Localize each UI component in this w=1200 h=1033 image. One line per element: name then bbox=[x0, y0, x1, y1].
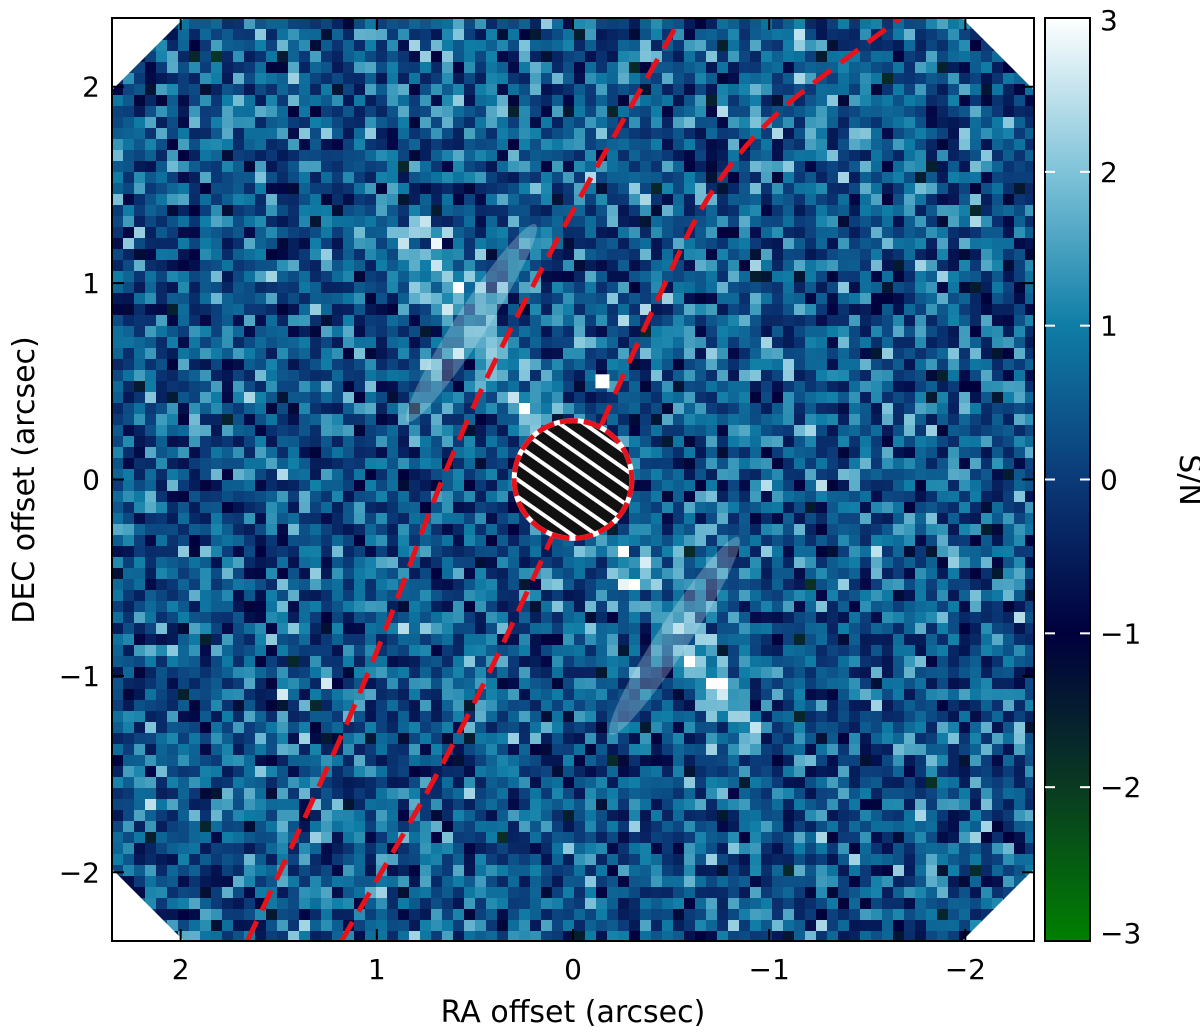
colorbar-tick-label: −2 bbox=[1100, 771, 1141, 804]
y-axis-ticks: 2 1 0 −1 −2 bbox=[59, 71, 1034, 889]
colorbar-tick-label: 2 bbox=[1100, 156, 1118, 189]
colorbar-tick-label: −1 bbox=[1100, 617, 1141, 650]
x-axis-ticks: 2 1 0 −1 −2 bbox=[172, 18, 986, 986]
fov-corners bbox=[112, 18, 1034, 941]
disk-emission bbox=[406, 223, 740, 736]
x-tick-label: −1 bbox=[749, 953, 790, 986]
noise-map bbox=[112, 18, 1034, 941]
y-tick-label: −1 bbox=[59, 660, 100, 693]
colorbar-ticks: 3 2 1 0 −1 −2 −3 bbox=[1045, 4, 1141, 950]
y-tick-label: 1 bbox=[82, 267, 100, 300]
x-tick-label: 1 bbox=[368, 953, 386, 986]
colorbar-tick-label: 0 bbox=[1100, 464, 1118, 497]
x-tick-label: 2 bbox=[172, 953, 190, 986]
y-tick-label: 0 bbox=[82, 464, 100, 497]
colorbar-label: S/N bbox=[1172, 454, 1200, 506]
colorbar-tick-label: 3 bbox=[1100, 4, 1118, 37]
y-tick-label: −2 bbox=[59, 856, 100, 889]
colorbar-tick-label: −3 bbox=[1100, 917, 1141, 950]
y-axis-label: DEC offset (arcsec) bbox=[7, 336, 42, 624]
colorbar-tick-label: 1 bbox=[1100, 310, 1118, 343]
coronagraph-mask bbox=[511, 418, 635, 541]
x-tick-label: 0 bbox=[564, 953, 582, 986]
x-axis-label: RA offset (arcsec) bbox=[441, 995, 706, 1030]
point-marker bbox=[595, 374, 610, 389]
x-tick-label: −2 bbox=[945, 953, 986, 986]
ellipse-overlay-1 bbox=[245, 18, 684, 941]
y-tick-label: 2 bbox=[82, 71, 100, 104]
